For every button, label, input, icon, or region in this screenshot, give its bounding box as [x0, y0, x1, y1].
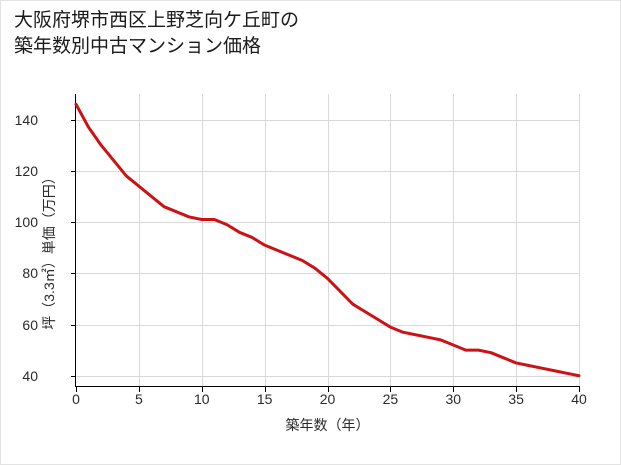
x-tick-mark — [76, 387, 77, 392]
y-tick-mark — [71, 170, 76, 172]
y-tick-label: 60 — [22, 316, 38, 333]
y-tick-label: 100 — [14, 214, 38, 231]
y-tick-label: 80 — [22, 265, 38, 282]
x-tick-label: 35 — [508, 391, 524, 407]
gridline-vertical — [390, 94, 392, 386]
gridline-vertical — [579, 94, 580, 386]
x-tick-mark — [138, 387, 140, 392]
x-tick-label: 40 — [571, 391, 587, 407]
x-tick-mark — [516, 387, 518, 392]
x-tick-mark — [453, 387, 455, 392]
y-tick-mark — [71, 273, 76, 275]
y-tick-label: 120 — [14, 162, 38, 179]
gridline-vertical — [453, 94, 455, 386]
x-tick-label: 20 — [319, 391, 336, 407]
y-tick-mark — [71, 375, 76, 377]
x-tick-mark — [201, 387, 203, 392]
y-tick-label: 40 — [22, 367, 38, 384]
x-tick-label: 10 — [193, 391, 210, 407]
line-series — [74, 102, 581, 378]
x-tick-label: 0 — [72, 391, 80, 407]
y-tick-mark — [71, 222, 76, 224]
gridline-vertical — [327, 94, 329, 386]
gridline-vertical — [138, 94, 140, 386]
y-tick-label: 140 — [14, 111, 38, 128]
plot-area — [74, 94, 581, 386]
page-title: 大阪府堺市西区上野芝向ケ丘町の 築年数別中古マンション価格 — [14, 10, 300, 57]
y-axis-label: 坪（3.3㎡）単価（万円） — [41, 170, 57, 330]
x-tick-mark — [264, 387, 266, 392]
x-axis-label: 築年数（年） — [285, 417, 370, 433]
gridline-vertical — [516, 94, 518, 386]
gridline-vertical — [201, 94, 203, 386]
x-tick-label: 5 — [134, 391, 143, 407]
y-tick-mark — [71, 119, 76, 121]
series-polyline — [74, 102, 581, 378]
x-tick-label: 25 — [382, 391, 399, 407]
x-tick-label: 15 — [256, 391, 273, 407]
x-tick-mark — [390, 387, 392, 392]
x-tick-mark — [579, 387, 580, 392]
x-tick-label: 30 — [445, 391, 462, 407]
y-tick-mark — [71, 324, 76, 326]
x-tick-mark — [327, 387, 329, 392]
x-axis-line — [75, 385, 580, 387]
gridline-vertical — [264, 94, 266, 386]
